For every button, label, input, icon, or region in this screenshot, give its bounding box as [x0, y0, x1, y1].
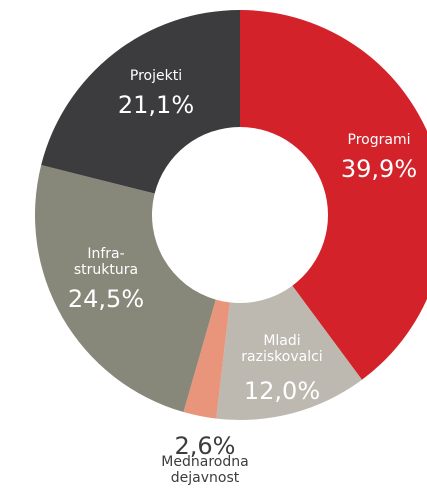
slice-value: 2,6%	[175, 432, 236, 460]
label-line: Mladi	[263, 333, 300, 349]
donut-slice	[240, 10, 427, 380]
label-line: struktura	[74, 262, 138, 278]
label-line: Mednarodna	[161, 454, 248, 470]
slice-value: 39,9%	[341, 155, 417, 183]
label-line: Infra-	[87, 246, 124, 262]
slice-label: Programi	[348, 132, 411, 148]
label-line: Projekti	[130, 68, 182, 84]
label-line: raziskovalci	[241, 349, 322, 365]
slice-value: 24,5%	[68, 285, 144, 313]
label-line: Programi	[348, 132, 411, 148]
slice-value: 21,1%	[118, 91, 194, 119]
donut-slice	[183, 299, 230, 419]
slice-value: 12,0%	[244, 377, 320, 405]
slice-label: Mednarodna dejavnost	[161, 454, 248, 486]
donut-slice	[216, 285, 362, 420]
slice-label: Mladi raziskovalci	[241, 333, 322, 365]
donut-slice	[34, 165, 216, 413]
slice-label: Projekti	[130, 68, 182, 84]
donut-slice	[41, 10, 240, 194]
slice-label: Infra-struktura	[74, 246, 138, 278]
label-line: dejavnost	[171, 470, 240, 486]
